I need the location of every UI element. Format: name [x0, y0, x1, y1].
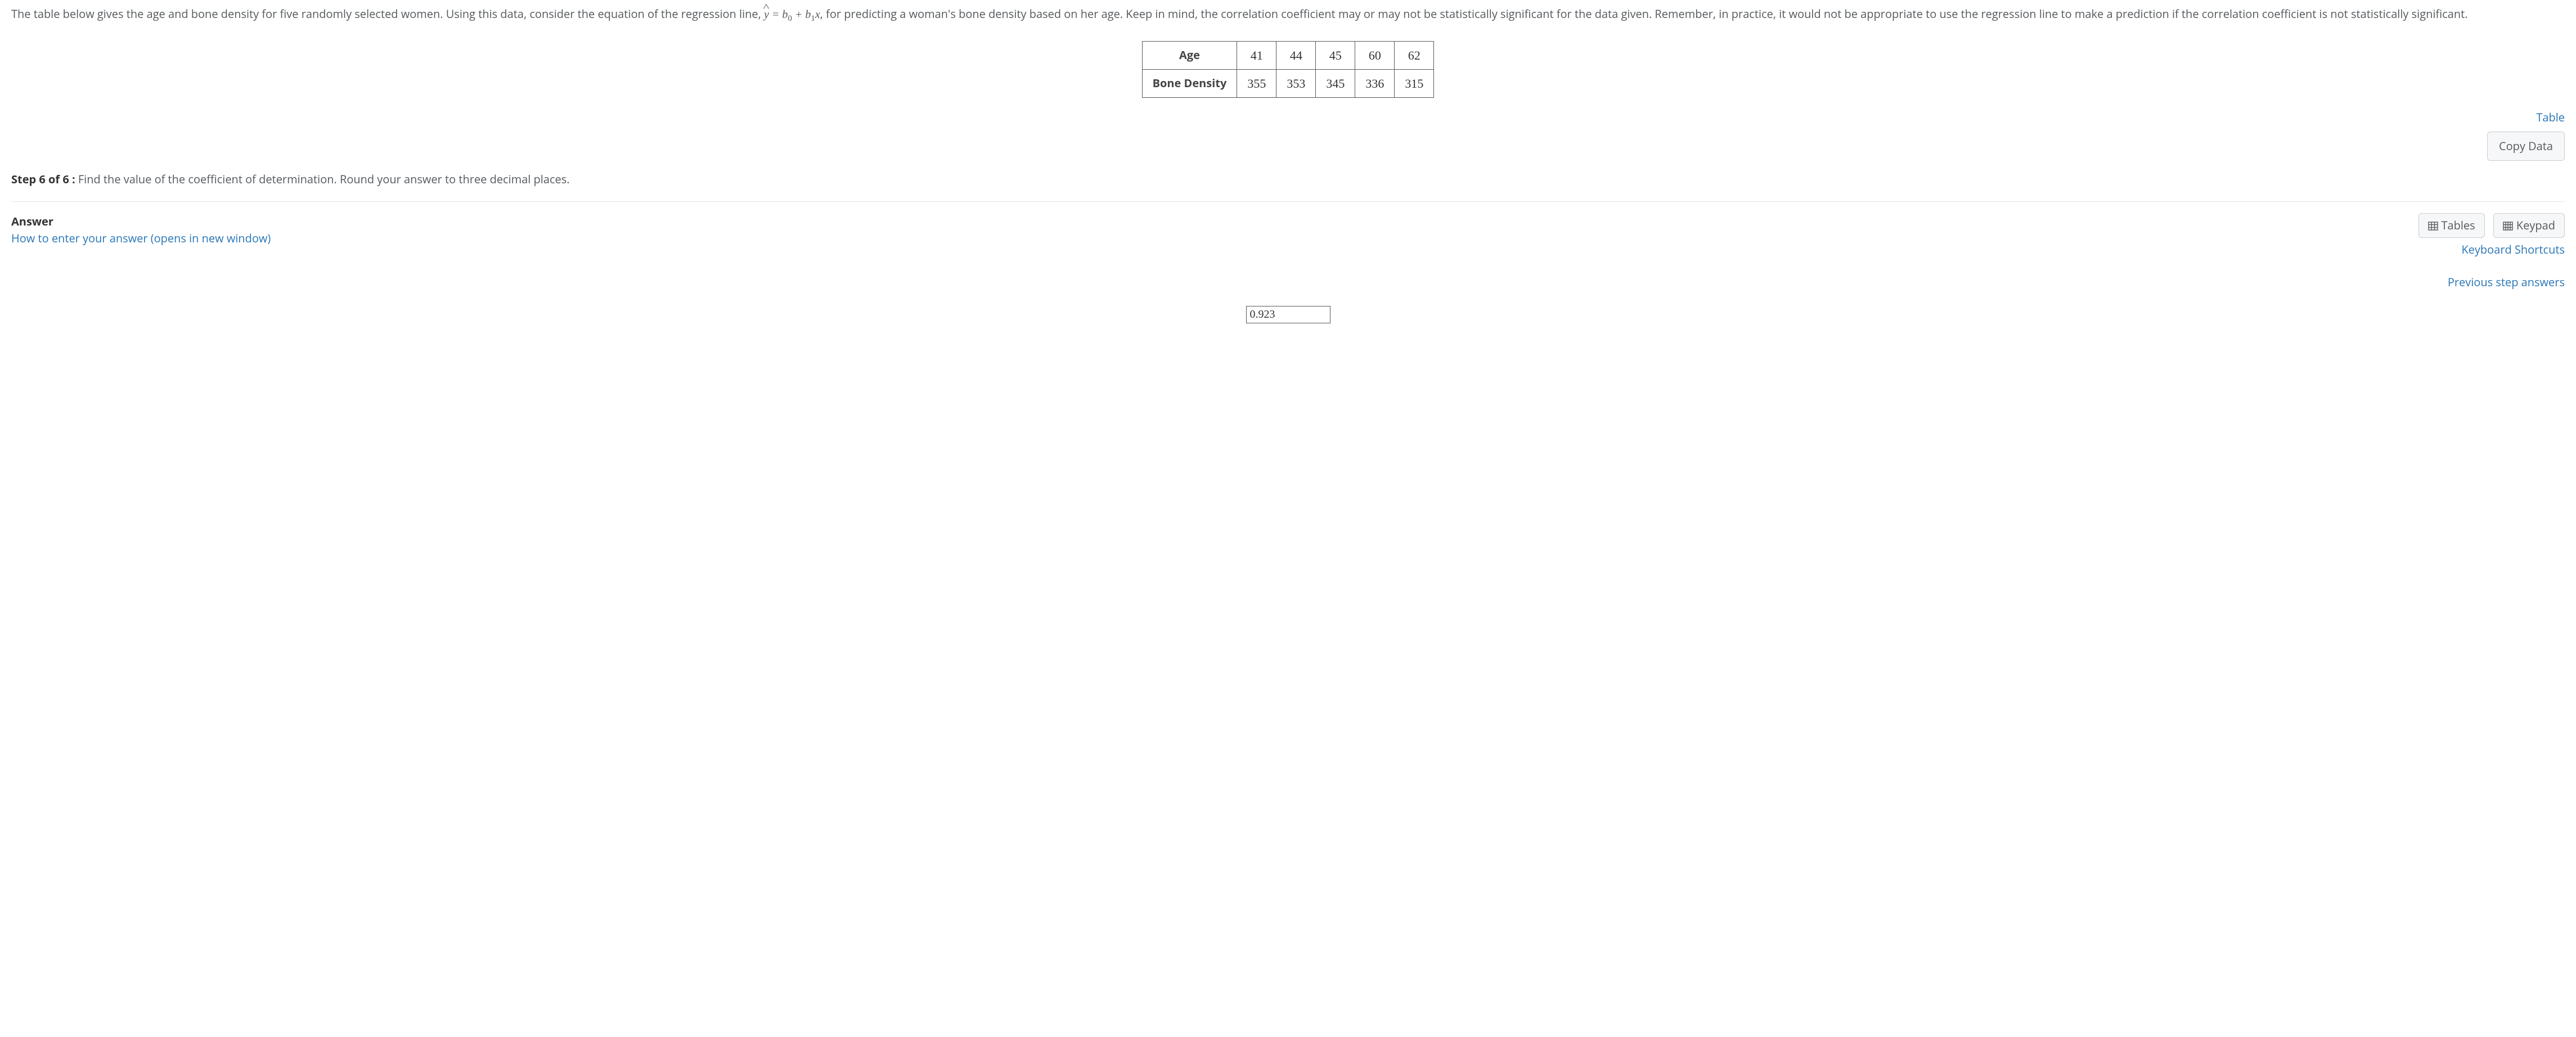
density-cell: 336	[1355, 69, 1395, 97]
data-table: Age 41 44 45 60 62 Bone Density 355 353 …	[1142, 41, 1435, 98]
age-cell: 62	[1395, 41, 1434, 69]
table-icon	[2428, 222, 2438, 231]
previous-step-answers-link[interactable]: Previous step answers	[11, 274, 2565, 291]
answer-heading: Answer	[11, 213, 271, 230]
y-hat: y	[764, 6, 769, 23]
problem-text-after: , for predicting a woman's bone density …	[820, 6, 2468, 21]
age-cell: 44	[1276, 41, 1316, 69]
step-text: Find the value of the coefficient of det…	[75, 172, 570, 187]
density-label: Bone Density	[1142, 69, 1237, 97]
separator	[11, 201, 2565, 202]
age-cell: 60	[1355, 41, 1395, 69]
keypad-icon	[2503, 222, 2513, 231]
keyboard-shortcuts-link[interactable]: Keyboard Shortcuts	[2413, 241, 2565, 258]
step-label: Step 6 of 6 :	[11, 172, 75, 187]
age-cell: 45	[1316, 41, 1355, 69]
keypad-button[interactable]: Keypad	[2493, 213, 2565, 238]
density-cell: 315	[1395, 69, 1434, 97]
problem-text-before: The table below gives the age and bone d…	[11, 6, 764, 21]
density-cell: 355	[1237, 69, 1276, 97]
table-link[interactable]: Table	[2536, 110, 2565, 125]
regression-equation: y = b0 + b1x	[764, 8, 820, 21]
answer-input[interactable]	[1246, 306, 1330, 323]
density-cell: 353	[1276, 69, 1316, 97]
copy-data-button[interactable]: Copy Data	[2487, 132, 2565, 161]
step-instruction: Step 6 of 6 : Find the value of the coef…	[11, 171, 2565, 188]
age-label: Age	[1142, 41, 1237, 69]
tables-button[interactable]: Tables	[2418, 213, 2485, 238]
density-cell: 345	[1316, 69, 1355, 97]
answer-help-link[interactable]: How to enter your answer (opens in new w…	[11, 230, 271, 247]
table-row-age: Age 41 44 45 60 62	[1142, 41, 1434, 69]
age-cell: 41	[1237, 41, 1276, 69]
table-row-density: Bone Density 355 353 345 336 315	[1142, 69, 1434, 97]
problem-statement: The table below gives the age and bone d…	[11, 6, 2565, 25]
